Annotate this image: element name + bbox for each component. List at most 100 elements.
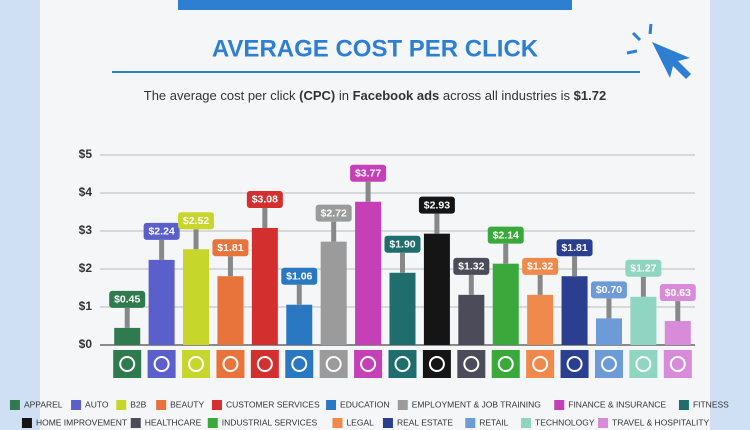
- category-icon: [594, 350, 623, 378]
- legend-label: RETAIL: [479, 417, 508, 427]
- legend-swatch: [554, 400, 565, 410]
- subtitle-text: $1.72: [574, 88, 607, 103]
- category-icon: [457, 350, 486, 378]
- value-label-box: [315, 204, 352, 222]
- category-icon-glyph: [360, 356, 377, 372]
- category-icon: [250, 350, 279, 378]
- subtitle: The average cost per click (CPC) in Face…: [144, 88, 606, 103]
- subtitle-text: (CPC): [299, 88, 335, 103]
- legend-label: TRAVEL & HOSPITALITY: [612, 417, 709, 427]
- bar: [114, 327, 141, 345]
- legend-swatch: [678, 400, 689, 410]
- chart-title: AVERAGE COST PER CLICK: [212, 35, 539, 62]
- legend-label: HOME IMPROVEMENT: [36, 417, 127, 427]
- legend-swatch: [156, 400, 167, 410]
- category-icon-glyph: [222, 356, 239, 372]
- subtitle-text: Facebook ads: [353, 88, 440, 103]
- category-icon-glyph: [291, 356, 308, 372]
- y-tick-label: $3: [79, 223, 93, 237]
- legend-label: INDUSTRIAL SERVICES: [222, 417, 318, 427]
- category-icon-glyph: [325, 356, 342, 372]
- category-icon: [663, 350, 692, 378]
- category-icon: [491, 350, 520, 378]
- category-icon: [285, 350, 314, 378]
- legend-label: FITNESS: [693, 399, 729, 409]
- value-label-box: [212, 239, 249, 257]
- legend-swatch: [71, 400, 82, 410]
- legend-label: APPAREL: [24, 399, 63, 409]
- y-tick-label: $0: [79, 337, 93, 351]
- y-tick-label: $1: [79, 299, 93, 313]
- bar: [320, 241, 347, 345]
- value-label: $2.52: [183, 215, 209, 227]
- value-label: $1.32: [458, 261, 484, 273]
- bar: [148, 259, 175, 345]
- category-icon: [319, 350, 348, 378]
- legend-swatch: [9, 400, 20, 410]
- bar: [527, 294, 554, 345]
- value-label-box: [487, 226, 524, 244]
- legend-label: HEALTHCARE: [145, 417, 202, 427]
- value-label: $0.45: [114, 294, 140, 306]
- header-bar: [178, 0, 572, 10]
- legend-label: TECHNOLOGY: [535, 417, 595, 427]
- y-tick-label: $4: [79, 185, 93, 199]
- value-label-box: [143, 222, 180, 240]
- value-label-box: [384, 235, 421, 253]
- legend-swatch: [465, 418, 476, 428]
- legend-swatch: [130, 418, 141, 428]
- value-label: $2.24: [148, 226, 174, 238]
- category-icon: [113, 350, 142, 378]
- value-label-box: [453, 257, 490, 275]
- value-label-box: [625, 259, 662, 277]
- value-label-box: [178, 212, 215, 230]
- value-label: $1.32: [527, 261, 553, 273]
- category-icon-glyph: [600, 356, 617, 372]
- value-label: $1.81: [217, 242, 243, 254]
- value-label: $1.81: [561, 242, 587, 254]
- bar: [251, 227, 278, 345]
- bar: [664, 321, 691, 345]
- legend-swatch: [598, 418, 609, 428]
- category-icon: [629, 350, 658, 378]
- category-icon-glyph: [497, 356, 514, 372]
- value-label-box: [556, 239, 593, 257]
- legend-swatch: [207, 418, 218, 428]
- cursor-icon: [626, 23, 691, 79]
- legend-label: FINANCE & INSURANCE: [568, 399, 666, 409]
- value-label-box: [418, 196, 455, 214]
- value-label: $3.77: [355, 168, 381, 180]
- value-label: $1.90: [389, 239, 415, 251]
- value-label: $2.14: [493, 229, 519, 241]
- bar: [630, 296, 657, 345]
- subtitle-text: across all industries is: [439, 88, 573, 103]
- legend-swatch: [382, 418, 393, 428]
- category-icon: [388, 350, 417, 378]
- value-label-box: [350, 164, 387, 182]
- value-label-box: [522, 257, 559, 275]
- value-label-box: [109, 290, 146, 308]
- category-icon-glyph: [428, 356, 445, 372]
- category-icon: [526, 350, 555, 378]
- legend-label: B2B: [130, 399, 146, 409]
- category-icon: [182, 350, 211, 378]
- value-label-box: [246, 190, 283, 208]
- legend-label: EMPLOYMENT & JOB TRAINING: [412, 399, 541, 409]
- category-icon-glyph: [669, 356, 686, 372]
- value-label: $1.06: [286, 271, 312, 283]
- legend-label: AUTO: [85, 399, 109, 409]
- category-icon-glyph: [256, 356, 273, 372]
- category-icon-glyph: [635, 356, 652, 372]
- category-icon: [422, 350, 451, 378]
- subtitle-text: in: [335, 88, 352, 103]
- value-label: $2.93: [424, 199, 450, 211]
- value-label: $3.08: [252, 194, 278, 206]
- legend-swatch: [211, 400, 222, 410]
- legend-swatch: [116, 400, 127, 410]
- category-icon-glyph: [463, 356, 480, 372]
- bar: [389, 272, 416, 345]
- y-tick-label: $5: [79, 147, 93, 161]
- bar: [561, 276, 588, 345]
- value-label-box: [659, 284, 696, 302]
- category-icon-glyph: [119, 356, 136, 372]
